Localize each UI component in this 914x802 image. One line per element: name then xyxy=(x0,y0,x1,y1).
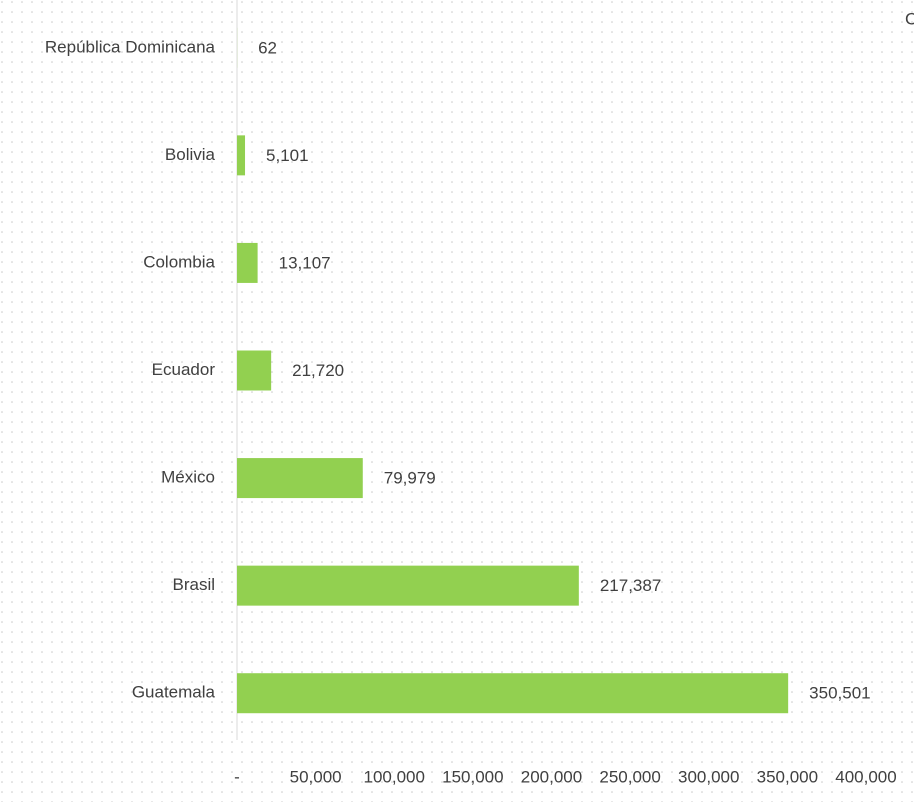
x-tick-label: 100,000 xyxy=(364,767,425,786)
y-tick-label: Ecuador xyxy=(152,360,216,379)
bar xyxy=(237,135,246,176)
bar xyxy=(237,565,579,606)
bar xyxy=(237,242,258,283)
data-label: 62 xyxy=(258,38,277,57)
y-tick-label: México xyxy=(161,468,215,487)
bar xyxy=(237,350,272,391)
x-tick-label: 150,000 xyxy=(442,767,503,786)
data-label: 79,979 xyxy=(384,469,436,488)
x-tick-label: 400,000 xyxy=(835,767,896,786)
bar xyxy=(237,458,363,499)
x-tick-label: 50,000 xyxy=(290,767,342,786)
x-tick-label: - xyxy=(234,767,240,786)
y-tick-label: Brasil xyxy=(172,575,215,594)
y-tick-label: Bolivia xyxy=(165,145,216,164)
y-tick-label: República Dominicana xyxy=(45,37,216,56)
bar xyxy=(237,673,789,714)
y-tick-label: Colombia xyxy=(143,252,215,271)
data-label: 217,387 xyxy=(600,576,661,595)
x-tick-label: 350,000 xyxy=(757,767,818,786)
x-tick-label: 250,000 xyxy=(599,767,660,786)
data-label: 21,720 xyxy=(292,361,344,380)
y-tick-label: Guatemala xyxy=(132,683,216,702)
data-label: 350,501 xyxy=(809,684,870,703)
data-label: 13,107 xyxy=(279,253,331,272)
chart-title: C xyxy=(905,9,914,28)
x-tick-label: 200,000 xyxy=(521,767,582,786)
x-tick-label: 300,000 xyxy=(678,767,739,786)
data-label: 5,101 xyxy=(266,146,309,165)
